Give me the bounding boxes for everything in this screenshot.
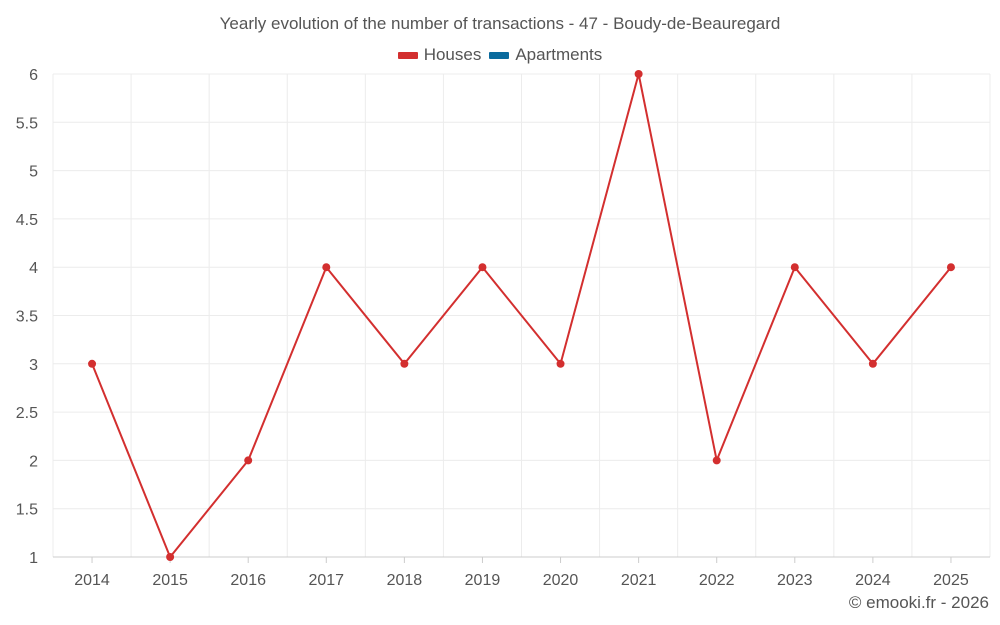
- x-tick-label: 2022: [699, 572, 735, 589]
- credit-text: © emooki.fr - 2026: [848, 593, 989, 612]
- legend-item-houses[interactable]: Houses: [397, 45, 482, 65]
- x-tick-label: 2020: [543, 572, 579, 589]
- x-tick-label: 2014: [74, 572, 110, 589]
- data-point-houses[interactable]: [166, 553, 175, 561]
- x-tick-label: 2016: [230, 572, 266, 589]
- y-tick-label: 4: [29, 260, 38, 277]
- x-tick-label: 2025: [933, 572, 969, 589]
- x-tick-label: 2024: [855, 572, 891, 589]
- data-point-houses[interactable]: [322, 263, 331, 272]
- x-tick-label: 2019: [465, 572, 501, 589]
- x-tick-label: 2015: [152, 572, 188, 589]
- data-point-houses[interactable]: [478, 263, 487, 272]
- data-point-houses[interactable]: [244, 456, 253, 465]
- y-tick-label: 6: [29, 67, 38, 84]
- y-tick-label: 1: [29, 550, 38, 567]
- data-point-houses[interactable]: [946, 263, 955, 272]
- y-tick-label: 3.5: [16, 309, 38, 326]
- y-tick-label: 5.5: [16, 115, 38, 132]
- x-tick-label: 2021: [621, 572, 657, 589]
- legend: Houses Apartments: [0, 45, 1000, 65]
- y-tick-label: 3: [29, 357, 38, 374]
- chart-title: Yearly evolution of the number of transa…: [219, 14, 781, 33]
- data-point-houses[interactable]: [556, 359, 565, 368]
- data-point-houses[interactable]: [400, 359, 409, 368]
- y-tick-label: 4.5: [16, 212, 38, 229]
- series-layer: [88, 70, 955, 561]
- data-point-houses[interactable]: [712, 456, 721, 465]
- series-line-houses: [91, 73, 952, 558]
- data-point-houses[interactable]: [88, 359, 97, 368]
- x-tick-label: 2017: [308, 572, 344, 589]
- y-tick-label: 2.5: [16, 405, 38, 422]
- legend-item-apartments[interactable]: Apartments: [489, 45, 602, 65]
- legend-label-houses: Houses: [423, 45, 482, 64]
- x-tick-label: 2018: [387, 572, 423, 589]
- x-tick-label: 2023: [777, 572, 813, 589]
- axis-layer: 1 1.5 2 2.5 3 3.5 4 4.5 5 5.5 6 2014 2015 2016 2017 201…: [16, 67, 990, 589]
- legend-label-apartments: Apartments: [515, 45, 603, 64]
- legend-swatch-apartments: [489, 51, 510, 59]
- y-tick-label: 1.5: [16, 502, 38, 519]
- y-tick-label: 5: [29, 164, 38, 181]
- data-point-houses[interactable]: [868, 359, 877, 368]
- data-point-houses[interactable]: [790, 263, 799, 272]
- legend-swatch-houses: [397, 51, 418, 59]
- y-tick-label: 2: [29, 453, 38, 470]
- data-point-houses[interactable]: [634, 70, 643, 78]
